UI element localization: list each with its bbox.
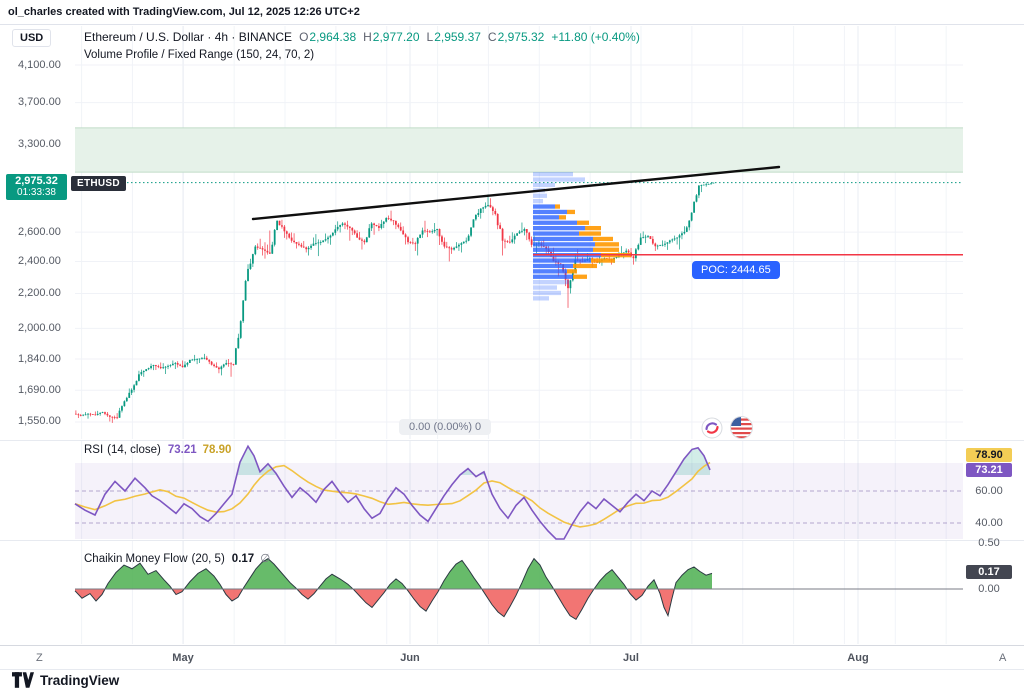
symbol-header: Ethereum / U.S. Dollar · 4h · BINANCE O2,… <box>84 30 640 63</box>
price-axis-label: 3,700.00 <box>18 96 61 109</box>
cmf-current-value: 0.17 <box>231 553 255 565</box>
ohlc-low-value: 2,959.37 <box>434 30 481 44</box>
cmf-zero-label: 0.00 <box>978 583 1000 595</box>
rsi-panel-canvas[interactable] <box>0 440 1024 540</box>
attribution-text: ol_charles created with TradingView.com,… <box>8 6 360 18</box>
current-price-badge: 2,975.32 01:33:38 <box>6 174 67 200</box>
cmf-indicator-title[interactable]: Chaikin Money Flow (20, 5) 0.17 ∅ <box>84 551 270 565</box>
time-axis-label: Aug <box>847 652 869 664</box>
rsi-band-60-label: 60.00 <box>975 485 1003 497</box>
ohlc-close-value: 2,975.32 <box>497 30 545 44</box>
cmf-params: (20, 5) <box>191 553 225 565</box>
price-axis-label: 2,000.00 <box>18 321 61 334</box>
price-axis-label: 2,400.00 <box>18 255 61 268</box>
tradingview-logo[interactable]: TradingView <box>12 672 119 688</box>
rsi-axis-badge: 73.21 <box>966 463 1012 477</box>
rsi-band-40-label: 40.00 <box>975 517 1003 529</box>
price-axis-label: 4,100.00 <box>18 58 61 71</box>
ohlc-close-label: C <box>487 30 497 44</box>
current-price-value: 2,975.32 <box>15 175 58 187</box>
rsi-ma-value: 78.90 <box>202 444 232 456</box>
price-chart-canvas[interactable] <box>0 25 1024 440</box>
rsi-ma-axis-badge: 78.90 <box>966 448 1012 462</box>
bar-countdown: 01:33:38 <box>17 187 56 198</box>
corner-hint-left: Z <box>36 652 43 664</box>
tradingview-logo-icon <box>12 672 34 688</box>
ohlc-high-value: 2,977.20 <box>372 30 420 44</box>
corner-hint-right: A <box>999 652 1007 664</box>
panel-separator[interactable] <box>0 440 1024 441</box>
ohlc-open-label: O <box>299 30 309 44</box>
rsi-indicator-title[interactable]: RSI (14, close) 73.21 78.90 <box>84 444 231 456</box>
us-flag-event-icon[interactable] <box>729 415 754 440</box>
ohlc-open-value: 2,964.38 <box>309 30 357 44</box>
indicator-title-volume-profile[interactable]: Volume Profile / Fixed Range (150, 24, 7… <box>84 49 315 61</box>
price-axis-label: 1,690.00 <box>18 383 61 396</box>
symbol-tag: ETHUSD <box>71 176 126 191</box>
price-change: +11.80 (+0.40%) <box>551 30 640 44</box>
time-axis[interactable]: Z A May Jun Jul Aug <box>0 645 1024 670</box>
cmf-panel-canvas[interactable] <box>0 540 1024 645</box>
currency-toggle-usd[interactable]: USD <box>12 29 52 47</box>
cmf-scale-label: 0.50 <box>978 537 1000 549</box>
ohlc-low-label: L <box>426 30 434 44</box>
price-axis-label: 1,550.00 <box>18 415 61 428</box>
price-axis-label: 1,840.00 <box>18 352 61 365</box>
price-axis-label: 3,300.00 <box>18 138 61 151</box>
ohlc-high-label: H <box>363 30 372 44</box>
rsi-params: (14, close) <box>107 444 161 456</box>
attribution-bar: ol_charles created with TradingView.com,… <box>0 0 1024 25</box>
symbol-title[interactable]: Ethereum / U.S. Dollar · 4h · BINANCE <box>84 30 293 44</box>
tradingview-brand-text: TradingView <box>40 672 120 688</box>
rsi-name: RSI <box>84 444 104 456</box>
cmf-name: Chaikin Money Flow <box>84 553 188 565</box>
cmf-zero-glyph: ∅ <box>260 553 271 565</box>
price-axis-label: 2,200.00 <box>18 286 61 299</box>
time-axis-label: May <box>172 652 194 664</box>
rsi-current-value: 73.21 <box>167 444 197 456</box>
panel-separator[interactable] <box>0 540 1024 541</box>
range-change-label: 0.00 (0.00%) 0 <box>399 419 492 435</box>
cmf-axis-badge: 0.17 <box>966 565 1012 579</box>
time-axis-label: Jul <box>623 652 639 664</box>
poc-label[interactable]: POC: 2444.65 <box>692 261 780 279</box>
price-axis-label: 2,600.00 <box>18 225 61 238</box>
time-axis-label: Jun <box>400 652 420 664</box>
economic-event-cycle-icon[interactable] <box>701 417 723 439</box>
